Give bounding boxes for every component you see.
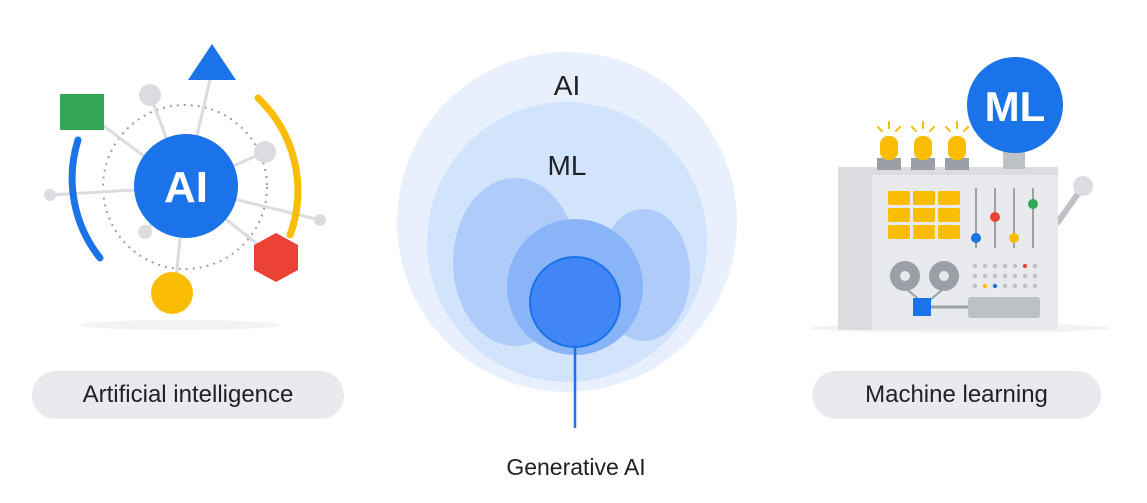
blue-triangle-shape [188,44,236,80]
ml-sliders [971,188,1038,248]
ml-blue-block [913,298,931,316]
artificial-intelligence-label: Artificial intelligence [32,371,344,419]
ai-ground-shadow [80,320,280,330]
ai-badge-text: AI [164,163,208,212]
ml-tape-reels [889,261,968,316]
green-square-shape [60,94,104,130]
ai-yellow-arc [254,94,302,239]
bulb-glow-ticks [877,121,969,132]
ml-illustration: ML [810,57,1110,333]
slider-knob [1009,233,1019,243]
ml-badge [967,57,1063,153]
bulb-icon [945,136,969,170]
ai-blue-arc [68,136,104,262]
ml-machine-side [838,173,878,330]
ml-bulbs [877,121,969,170]
ml-badge-text: ML [985,83,1046,130]
slider-knob [1028,199,1038,209]
ai-dotted-ring [102,104,268,270]
slider-knob [971,233,981,243]
ai-illustration: AI [44,44,326,330]
ml-circle-label: ML [548,150,587,181]
ml-dot-matrix [972,263,1038,289]
bulb-icon [877,136,901,170]
yellow-circle-shape [151,272,193,314]
nested-circles-diagram: AI ML [397,52,737,428]
ml-chip-grid [888,191,960,239]
ai-nodes [44,84,326,239]
machine-learning-label: Machine learning [812,371,1101,419]
ai-circle-label: AI [554,70,580,101]
ml-machine-top [838,167,1058,175]
bulb-icon [911,136,935,170]
ml-lever-knob [1073,176,1093,196]
genai-core-circle [529,256,621,348]
red-hexagon-shape [254,233,298,282]
generative-ai-label: Generative AI [506,454,646,480]
slider-knob [990,212,1000,222]
ml-bottom-bar [968,297,1040,318]
ai-badge [134,134,238,238]
